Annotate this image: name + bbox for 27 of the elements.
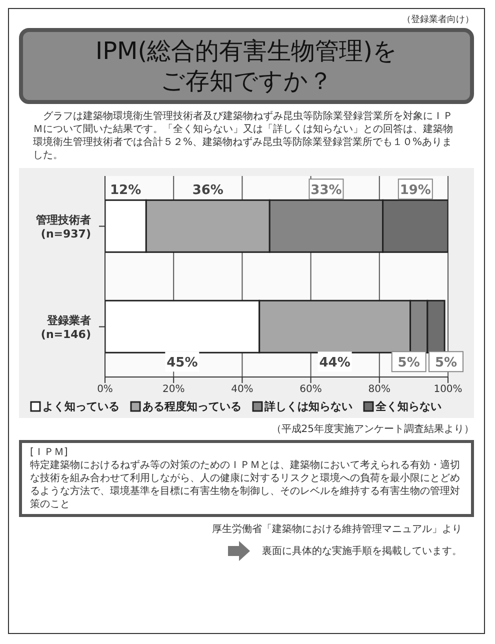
legend-label: ある程度知っている — [142, 399, 242, 414]
data-label: 36% — [192, 183, 224, 198]
legend-label: 詳しくは知らない — [264, 399, 352, 414]
x-tick-label: 80% — [368, 384, 391, 396]
data-label: 19% — [400, 183, 431, 198]
text: （登録業者向け） — [401, 14, 474, 26]
text: 厚生労働省「建築物における維持管理マニュアル」より — [211, 522, 462, 536]
data-label: 5% — [434, 356, 458, 371]
chart-title: IPM(総合的有害生物管理)をご存知ですか？ — [96, 37, 398, 95]
data-label: 44% — [319, 356, 350, 371]
text: （平成25年度実施アンケート調査結果より） — [270, 422, 474, 436]
data-label: 33% — [310, 183, 342, 198]
x-tick-label: 20% — [162, 384, 185, 396]
x-tick-label: 0% — [97, 384, 113, 396]
y-tick-label: 管理技術者 (n=937) — [35, 213, 91, 240]
legend-label: 全く知らない — [376, 399, 442, 414]
chart-subtitle: グラフは建築物環境衛生管理技術者及び建築物ねずみ昆虫等防除業登録営業所を対象にＩＰＭについて聞いた結果です。「全く知らない」又は「詳しくは知らない」との回答は、建築物環境衛生管理技術者では合計５２%、建築物ねずみ昆虫等防除業登録営業所でも１０%ありました。 — [32, 110, 454, 162]
data-label: 45% — [166, 356, 198, 371]
x-tick-label: 60% — [300, 384, 322, 396]
text: 裏面に具体的な実施手順を掲載しています。 — [262, 544, 462, 558]
x-tick-label: 40% — [231, 384, 254, 396]
y-tick-label: 登録業者 (n=146) — [40, 314, 91, 341]
x-tick-label: 100% — [434, 384, 462, 396]
legend-label: よく知っている — [42, 399, 120, 414]
text: [ＩＰＭ] 特定建築物におけるねずみ等の対策のためのＩＰＭとは、建築物において考えられる有効・適切な技術を組み合わせて利用しながら、人の健康に対するリスクと環境への負荷を最小限にとどめるような方法で、環境基準を目標に有害生物を制御し、そのレベルを維持する有害生物の管理対策のこと — [19, 440, 474, 517]
data-label: 5% — [398, 356, 420, 371]
data-label: 12% — [110, 183, 142, 198]
